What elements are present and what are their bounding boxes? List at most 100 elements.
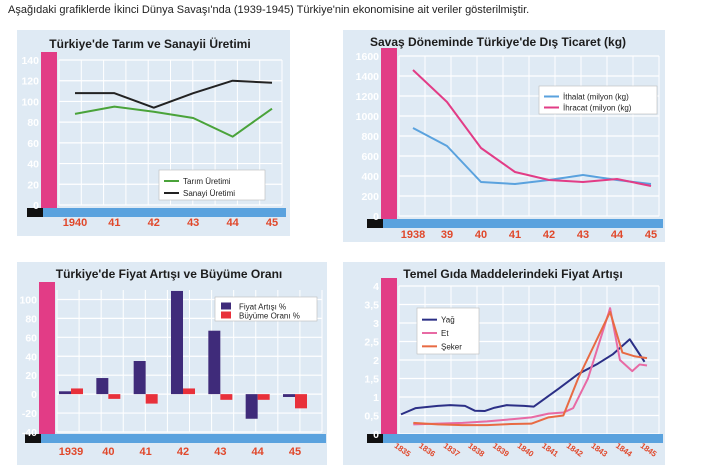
- x-axis-band: [381, 434, 663, 443]
- series-line: [413, 310, 648, 427]
- page-caption: Aşağıdaki grafiklerde İkinci Dünya Savaş…: [8, 4, 530, 16]
- y-tick-label: 600: [361, 151, 379, 163]
- x-tick-label: 1842: [565, 441, 585, 459]
- y-tick-label: 40: [25, 351, 37, 363]
- chart-panel-agriculture-industry: Türkiye'de Tarım ve Sanayii Üretimi 0 20 40…: [17, 30, 290, 236]
- legend-label: Fiyat Artışı %: [239, 303, 286, 312]
- y-tick-label: 3,5: [364, 300, 379, 312]
- bar-mark: [295, 394, 307, 409]
- legend-label: Tarım Üretimi: [183, 177, 231, 186]
- x-tick-label: 43: [214, 446, 226, 458]
- y-tick-label: 0: [373, 429, 379, 441]
- x-tick-label: 45: [645, 229, 657, 241]
- bar-mark: [283, 394, 295, 397]
- y-tick-label: 200: [361, 191, 379, 203]
- legend-swatch: [221, 302, 231, 310]
- x-tick-label: 45: [289, 446, 301, 458]
- axis-corner-block: [367, 434, 383, 443]
- x-tick-label: 44: [252, 446, 265, 458]
- x-tick-label: 41: [140, 446, 152, 458]
- y-tick-label: 1600: [356, 51, 380, 63]
- bar-mark: [220, 394, 233, 400]
- y-tick-label: 2: [373, 355, 379, 367]
- legend-label: Şeker: [441, 342, 462, 351]
- y-tick-label: 2,5: [364, 337, 379, 349]
- legend-swatch: [221, 311, 231, 319]
- y-tick-label: 60: [27, 138, 39, 150]
- axis-corner-block: [367, 219, 383, 228]
- x-tick-label: 42: [543, 229, 555, 241]
- y-tick-label: 1400: [356, 71, 380, 83]
- axis-corner-block: [25, 434, 41, 443]
- y-axis-band: [41, 52, 57, 208]
- y-tick-label: 120: [21, 76, 39, 88]
- x-tick-label: 43: [187, 217, 199, 229]
- chart-title: Savaş Döneminde Türkiye'de Dış Ticaret (…: [370, 35, 626, 49]
- y-axis-band: [39, 282, 55, 434]
- y-tick-label: 1000: [356, 111, 380, 123]
- x-tick-label: 1940: [63, 217, 87, 229]
- x-tick-label: 44: [611, 229, 624, 241]
- x-tick-label: 1839: [491, 441, 511, 459]
- series-line: [75, 79, 273, 109]
- x-tick-label: 45: [266, 217, 278, 229]
- y-tick-label: 0: [33, 200, 39, 212]
- legend-label: Sanayi Üretimi: [183, 189, 235, 198]
- chart-title: Temel Gıda Maddelerindeki Fiyat Artışı: [403, 267, 622, 281]
- bar-mark: [183, 388, 195, 395]
- series-line: [400, 338, 646, 416]
- legend-box: [158, 169, 266, 201]
- y-tick-label: 1200: [356, 91, 380, 103]
- series-line: [74, 105, 273, 138]
- y-tick-label: 60: [25, 332, 37, 344]
- x-tick-label: 1845: [639, 441, 659, 459]
- bar-mark: [133, 361, 146, 395]
- chart-food-prices: Temel Gıda Maddelerindeki Fiyat Artışı 0 0…: [364, 267, 663, 459]
- legend-label: Büyüme Oranı %: [239, 312, 300, 321]
- series-line: [413, 307, 648, 426]
- bar-mark: [171, 290, 183, 395]
- bar-mark: [108, 394, 121, 399]
- x-tick-label: 1843: [589, 441, 609, 459]
- x-tick-label: 1844: [614, 441, 634, 459]
- bar-mark: [257, 394, 270, 400]
- y-tick-label: 1,5: [364, 374, 379, 386]
- y-axis-band: [381, 48, 397, 219]
- y-tick-label: 80: [25, 313, 37, 325]
- bar-mark: [208, 330, 221, 395]
- x-tick-label: 44: [226, 217, 239, 229]
- bar-mark: [59, 391, 71, 395]
- x-tick-label: 41: [509, 229, 521, 241]
- x-tick-label: 42: [177, 446, 189, 458]
- x-tick-label: 1841: [540, 441, 560, 459]
- y-tick-label: 20: [27, 179, 39, 191]
- y-tick-label: 3: [373, 318, 379, 330]
- legend-label: Yağ: [441, 316, 455, 325]
- bar-mark: [96, 378, 109, 395]
- chart-agriculture-industry: Türkiye'de Tarım ve Sanayii Üretimi 0 20 40…: [21, 36, 286, 229]
- y-tick-label: 800: [361, 131, 379, 143]
- y-tick-label: 40: [27, 159, 39, 171]
- y-tick-label: 0,5: [364, 411, 379, 423]
- legend-box: [538, 85, 658, 115]
- y-tick-label: 140: [21, 55, 39, 67]
- chart-title: Türkiye'de Tarım ve Sanayii Üretimi: [49, 36, 250, 51]
- x-tick-label: 1836: [417, 441, 437, 459]
- y-tick-label: 4: [373, 281, 379, 293]
- x-tick-label: 41: [108, 217, 120, 229]
- chart-price-growth: Türkiye'de Fiyat Artışı ve Büyüme Oranı -…: [19, 267, 326, 458]
- bar-mark: [245, 394, 258, 419]
- bar-mark: [71, 388, 83, 395]
- chart-panel-food-prices: Temel Gıda Maddelerindeki Fiyat Artışı 0 0…: [343, 262, 665, 465]
- y-tick-label: -40: [22, 427, 37, 439]
- y-tick-label: 1: [373, 392, 379, 404]
- x-axis-band: [381, 219, 663, 228]
- x-tick-label: 1837: [442, 441, 462, 459]
- y-tick-label: 80: [27, 117, 39, 129]
- x-tick-label: 43: [577, 229, 589, 241]
- y-tick-label: 20: [25, 370, 37, 382]
- x-tick-label: 42: [148, 217, 160, 229]
- x-tick-label: 1939: [59, 446, 83, 458]
- axis-corner-block: [27, 208, 43, 217]
- x-tick-label: 1840: [516, 441, 536, 459]
